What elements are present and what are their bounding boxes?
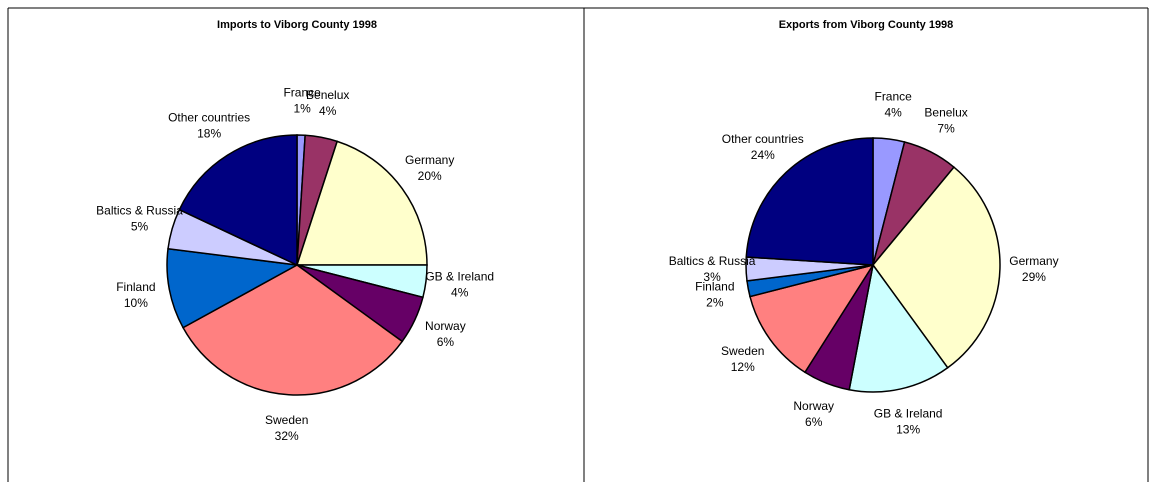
chart-title: Exports from Viborg County 1998 xyxy=(779,19,954,31)
slice-label: Sweden xyxy=(265,413,308,427)
pie-slice xyxy=(749,263,875,374)
slice-label: Other countries xyxy=(722,132,804,146)
slice-label: Norway xyxy=(425,319,466,333)
slice-value-label: 5% xyxy=(131,219,149,233)
pie-slice xyxy=(178,134,298,267)
slice-label: France xyxy=(283,85,321,99)
slice-value-label: 4% xyxy=(885,105,903,119)
slice-value-label: 4% xyxy=(451,286,469,300)
slice-label: Germany xyxy=(1009,254,1058,268)
slice-value-label: 29% xyxy=(1022,270,1046,284)
slice-value-label: 10% xyxy=(124,296,148,310)
slice-value-label: 24% xyxy=(751,148,775,162)
slice-label: Finland xyxy=(695,279,734,293)
slice-label: Benelux xyxy=(306,88,349,102)
pie-slice xyxy=(166,247,300,329)
slice-value-label: 6% xyxy=(805,415,823,429)
slice-label: Germany xyxy=(405,153,454,167)
slice-value-label: 3% xyxy=(703,270,721,284)
slice-label: Norway xyxy=(793,399,834,413)
slice-value-label: 1% xyxy=(293,101,311,115)
slice-value-label: 4% xyxy=(319,104,337,118)
slice-label: GB & Ireland xyxy=(874,406,943,420)
slice-label: Baltics & Russia xyxy=(669,254,756,268)
pie-slice xyxy=(182,264,404,396)
slice-label: Benelux xyxy=(924,106,967,120)
slice-value-label: 32% xyxy=(275,429,299,443)
pie-slice xyxy=(848,263,949,393)
slice-value-label: 12% xyxy=(731,360,755,374)
slice-label: Other countries xyxy=(168,111,250,125)
slice-label: Sweden xyxy=(721,344,764,358)
slice-value-label: 13% xyxy=(896,422,920,436)
slice-label: Finland xyxy=(116,280,155,294)
pie-slice xyxy=(295,140,428,266)
slice-value-label: 6% xyxy=(437,335,455,349)
slice-label: France xyxy=(874,89,912,103)
slice-value-label: 2% xyxy=(706,295,724,309)
pie-slice xyxy=(872,166,1001,369)
slice-label: Baltics & Russia xyxy=(96,203,183,217)
slice-value-label: 18% xyxy=(197,127,221,141)
slice-value-label: 20% xyxy=(418,169,442,183)
pie-slice xyxy=(745,137,874,266)
slice-label: GB & Ireland xyxy=(425,270,494,284)
slice-value-label: 7% xyxy=(937,122,955,136)
chart-title: Imports to Viborg County 1998 xyxy=(217,19,377,31)
